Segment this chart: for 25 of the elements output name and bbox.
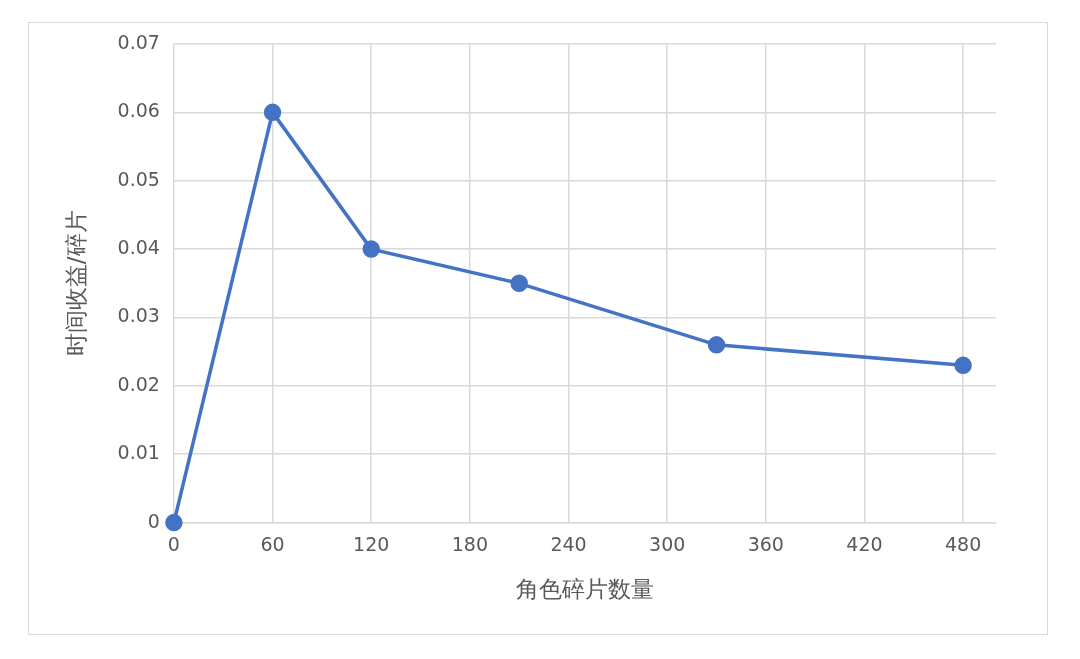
x-tick-label: 60 <box>260 532 285 555</box>
y-tick-label: 0.06 <box>117 99 160 122</box>
x-tick-label: 240 <box>550 532 587 555</box>
point <box>362 240 380 258</box>
point <box>510 274 528 293</box>
x-tick-label: 480 <box>944 532 982 555</box>
x-axis-title: 角色碎片数量 <box>515 576 654 603</box>
y-tick-label: 0.02 <box>117 372 160 395</box>
y-tick-label: 0.04 <box>117 236 160 259</box>
y-tick-label: 0.07 <box>117 30 160 53</box>
x-tick-label: 300 <box>649 532 686 555</box>
y-tick-label: 0.01 <box>117 441 160 464</box>
y-axis-title: 时间收益/碎片 <box>62 210 89 357</box>
point <box>165 513 183 532</box>
x-tick-label: 360 <box>747 532 784 555</box>
y-tick-label: 0.05 <box>117 167 160 190</box>
x-tick-label: 120 <box>353 532 390 555</box>
point <box>707 336 726 354</box>
y-tick-label: 0 <box>147 509 160 532</box>
x-tick-label: 420 <box>846 532 883 555</box>
x-tick-label: 180 <box>451 532 488 555</box>
y-tick-label: 0.03 <box>117 304 160 327</box>
x-tick-label: 0 <box>167 532 180 555</box>
point <box>263 103 282 122</box>
point <box>954 356 972 375</box>
